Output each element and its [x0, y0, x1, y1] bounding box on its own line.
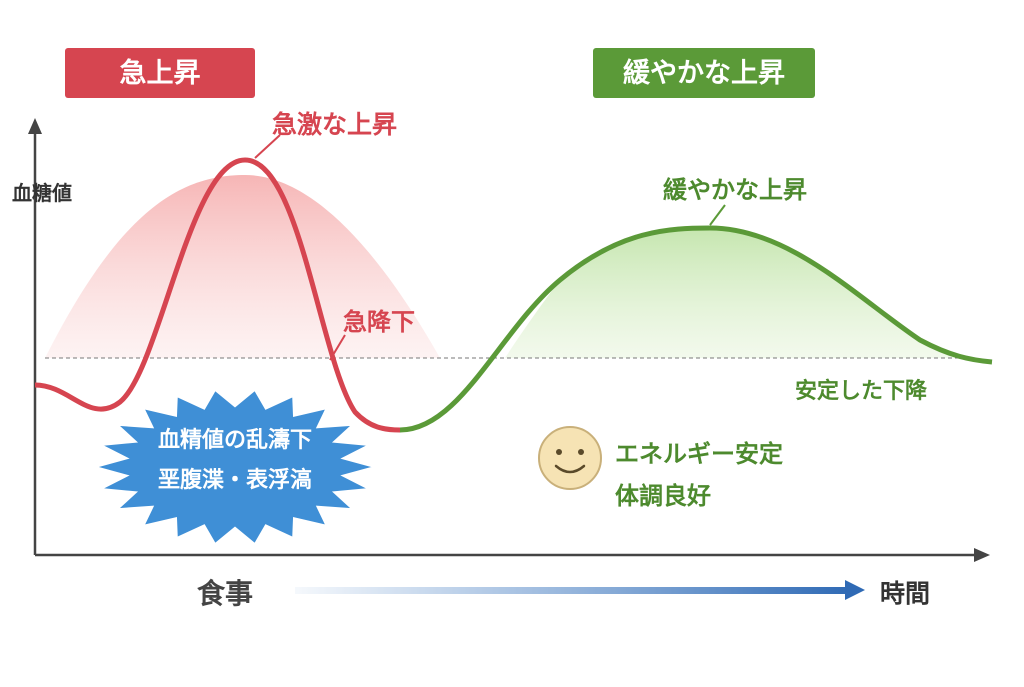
smiley [538, 426, 602, 490]
x-start: 食事 [197, 577, 253, 610]
drop-note: 急降下 [343, 308, 415, 336]
smile-line: 体調良好 [615, 482, 711, 510]
y-label: 血糖値 [12, 181, 72, 205]
gentle-curve [399, 225, 993, 433]
leader [329, 334, 346, 361]
right-label: 緩やかな上昇 [623, 58, 785, 89]
right-label-box [593, 48, 815, 98]
gentle-area [505, 228, 960, 358]
eye [556, 449, 562, 455]
left-label: 急上昇 [120, 57, 201, 89]
mouth [554, 464, 586, 474]
left-label-box [65, 48, 255, 98]
stable-note: 安定した下降 [795, 378, 928, 404]
smile-line: エネルギー安定 [615, 440, 783, 468]
x-arrow [974, 548, 990, 562]
burst [91, 388, 379, 546]
time-arrow [295, 587, 850, 594]
y-arrow [28, 118, 42, 134]
time-arrow-head [845, 580, 865, 600]
burst-line: 血精値の乱濤下 [158, 427, 312, 453]
gentle-note: 緩やかな上昇 [663, 176, 807, 204]
leader [709, 204, 726, 226]
leader [254, 134, 281, 159]
spike-area [45, 175, 440, 358]
spike-curve [34, 157, 401, 433]
x-end: 時間 [880, 579, 930, 608]
spike-note: 急激な上昇 [272, 110, 397, 139]
burst-line: 垩腹渫・表浮滈 [158, 467, 312, 493]
eye [578, 449, 584, 455]
